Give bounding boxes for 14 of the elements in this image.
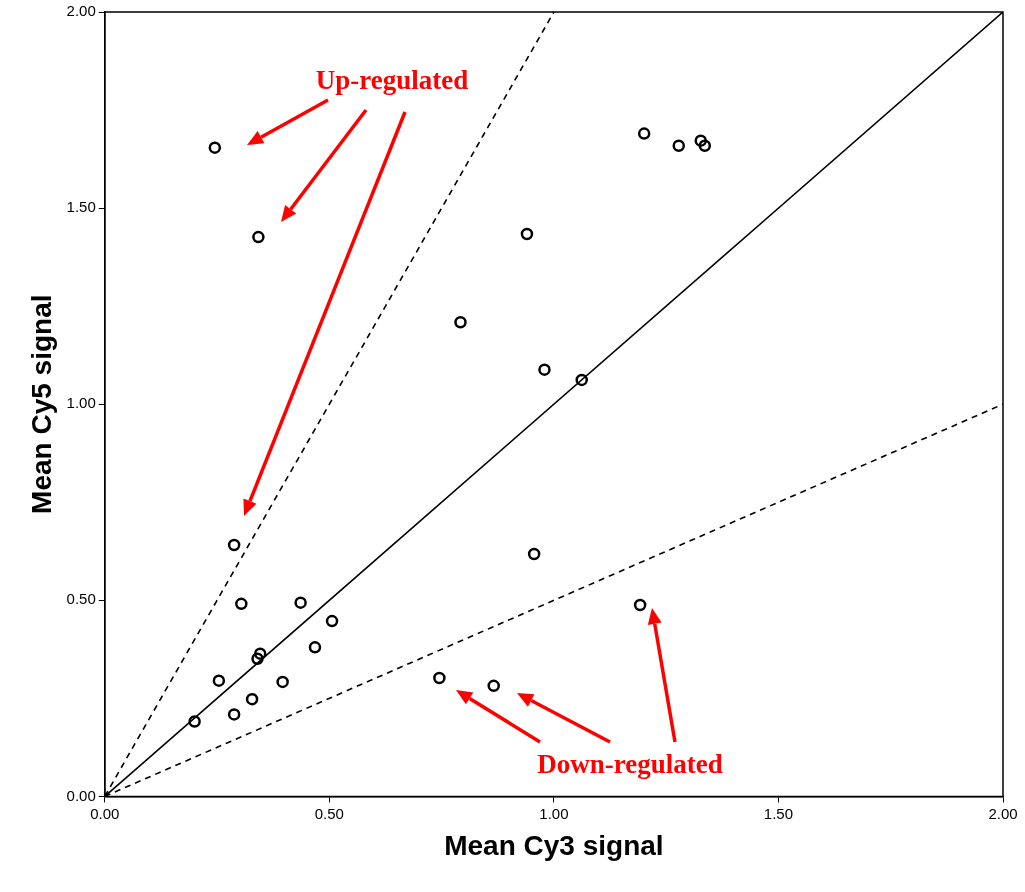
x-tick-label: 1.50 [763,804,794,822]
y-tick-label: 0.00 [66,786,96,804]
y-tick-label: 1.00 [66,394,96,412]
x-tick-label: 1.00 [539,804,569,822]
y-tick-label: 1.50 [66,198,96,216]
y-tick-label: 0.50 [66,590,96,608]
x-tick-label: 0.50 [314,804,344,822]
annotation: Up-regulated [315,64,469,95]
x-tick-label: 2.00 [988,804,1018,822]
x-axis-title: Mean Cy3 signal [444,829,664,861]
x-tick-label: 0.00 [90,804,120,822]
annotation: Down-regulated [537,748,723,779]
y-tick-label: 2.00 [66,2,96,20]
y-axis-title: Mean Cy5 signal [25,294,57,514]
